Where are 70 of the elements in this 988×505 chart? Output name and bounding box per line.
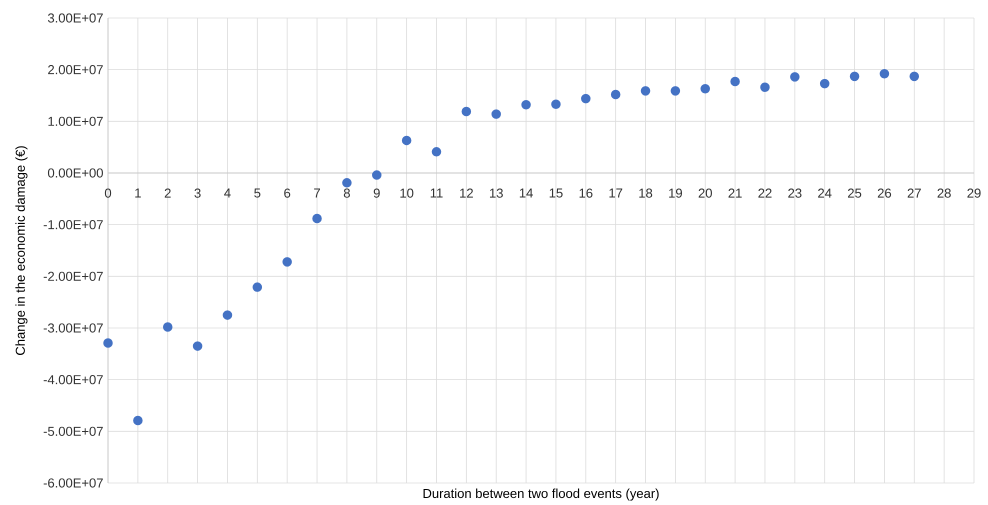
x-tick-label: 12 <box>460 188 473 198</box>
y-tick-label: 1.00E+07 <box>48 116 103 126</box>
x-tick-label: 11 <box>430 188 443 198</box>
x-tick-label: 7 <box>314 188 320 198</box>
x-tick-label: 1 <box>135 188 141 198</box>
x-tick-label: 26 <box>878 188 892 198</box>
point <box>192 341 202 351</box>
x-tick-label: 20 <box>698 188 712 198</box>
x-tick-label: 17 <box>609 188 622 198</box>
y-tick-label: -1.00E+07 <box>44 220 103 230</box>
x-tick-label: 22 <box>758 188 772 198</box>
point <box>162 322 172 332</box>
x-tick-label: 21 <box>728 188 742 198</box>
point <box>670 86 680 96</box>
point <box>790 72 800 82</box>
x-tick-label: 4 <box>224 188 231 198</box>
point <box>491 109 501 119</box>
point <box>850 72 860 82</box>
y-tick-label: 0.00E+00 <box>48 168 103 178</box>
x-tick-label: 3 <box>194 188 201 198</box>
x-tick-label: 13 <box>490 188 503 198</box>
x-tick-label: 18 <box>639 188 652 198</box>
x-tick-label: 2 <box>164 188 171 198</box>
x-tick-label: 8 <box>344 188 350 198</box>
point <box>133 416 143 426</box>
y-tick-label: -6.00E+07 <box>44 478 103 488</box>
x-tick-label: 24 <box>818 188 832 198</box>
x-tick-label: 25 <box>848 188 862 198</box>
point <box>551 100 561 110</box>
x-tick-label: 28 <box>938 188 951 198</box>
y-tick-label: 2.00E+07 <box>48 65 103 74</box>
point <box>640 86 650 96</box>
x-tick-label: 19 <box>669 188 682 198</box>
x-tick-label: 23 <box>788 188 802 198</box>
point <box>610 90 620 100</box>
point <box>402 136 412 146</box>
x-tick-label: 0 <box>104 188 112 198</box>
x-axis-title: Duration between two flood events (year) <box>424 488 659 501</box>
x-tick-label: 15 <box>550 188 563 198</box>
y-tick-label: -5.00E+07 <box>44 426 103 436</box>
point <box>730 76 740 86</box>
point <box>252 282 262 292</box>
x-tick-label: 5 <box>254 188 260 198</box>
point <box>700 84 710 94</box>
point <box>222 310 232 320</box>
x-tick-label: 6 <box>284 188 290 198</box>
x-tick-label: 14 <box>520 188 533 198</box>
y-tick-label: -4.00E+07 <box>44 375 103 384</box>
point <box>581 94 591 104</box>
x-tick-label: 29 <box>967 188 981 198</box>
x-tick-label: 10 <box>400 188 414 198</box>
point <box>462 106 472 116</box>
point <box>103 338 113 348</box>
point <box>820 78 830 88</box>
point <box>312 214 322 224</box>
point <box>432 147 442 157</box>
point <box>282 257 292 267</box>
y-tick-label: 3.00E+07 <box>48 13 103 23</box>
point <box>760 82 770 92</box>
point <box>372 170 382 180</box>
x-tick-label: 27 <box>908 188 921 198</box>
y-tick-label: -2.00E+07 <box>44 272 103 281</box>
y-tick-label: -3.00E+07 <box>44 323 103 333</box>
x-tick-label: 16 <box>580 188 592 198</box>
y-axis-title: Change in the economic damage (€) <box>15 146 28 355</box>
point <box>342 178 352 188</box>
point <box>910 72 920 82</box>
x-tick-label: 9 <box>374 188 380 198</box>
point <box>521 100 531 110</box>
point <box>880 69 890 79</box>
